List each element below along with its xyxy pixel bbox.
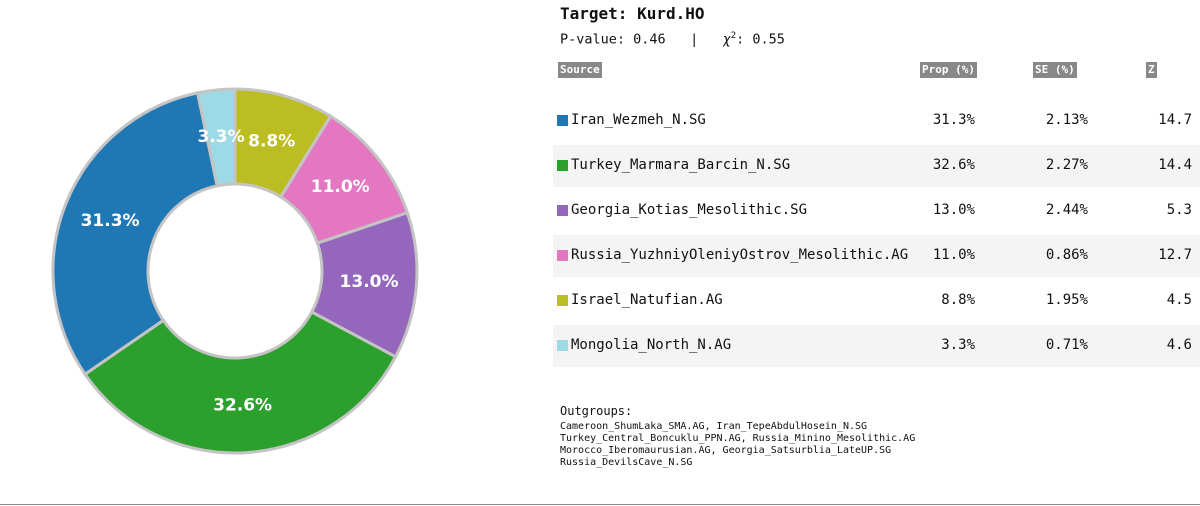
se-value: 2.13% bbox=[1045, 112, 1088, 128]
header-se: SE (%) bbox=[1033, 62, 1077, 78]
source-name: Mongolia_North_N.AG bbox=[571, 337, 732, 353]
bottom-divider bbox=[0, 504, 1200, 505]
donut-slice bbox=[233, 87, 333, 200]
prop-value: 3.3% bbox=[941, 337, 975, 353]
z-value: 5.3 bbox=[1166, 202, 1192, 218]
se-value: 0.86% bbox=[1045, 247, 1088, 263]
fit-statistics: P-value: 0.46 | χ2: 0.55 bbox=[560, 31, 785, 48]
donut-slice bbox=[83, 309, 398, 455]
source-name: Iran_Wezmeh_N.SG bbox=[571, 112, 706, 128]
slice-label: 32.6% bbox=[213, 395, 272, 415]
target-title: Target: Kurd.HO bbox=[560, 4, 705, 23]
outgroup-line: Cameroon_ShumLaka_SMA.AG, Iran_TepeAbdul… bbox=[560, 421, 868, 432]
donut-chart: 3.3% 31.3% 32.6% 13.0% 11.0% 8.8% bbox=[51, 87, 419, 455]
stats-separator: | bbox=[690, 31, 699, 48]
table-row: Russia_YuzhniyOleniyOstrov_Mesolithic.AG… bbox=[553, 235, 1200, 277]
legend-swatch bbox=[557, 295, 568, 306]
slice-label: 8.8% bbox=[248, 132, 295, 152]
slice-label: 11.0% bbox=[311, 177, 370, 197]
source-name: Israel_Natufian.AG bbox=[571, 292, 723, 308]
se-value: 1.95% bbox=[1045, 292, 1088, 308]
table-row: Mongolia_North_N.AG 3.3% 0.71% 4.6 bbox=[553, 325, 1200, 367]
chisq-superscript: 2 bbox=[730, 31, 737, 41]
z-value: 12.7 bbox=[1158, 247, 1192, 263]
slice-label: 31.3% bbox=[81, 211, 140, 231]
legend-swatch bbox=[557, 115, 568, 126]
prop-value: 11.0% bbox=[932, 247, 975, 263]
legend-swatch bbox=[557, 340, 568, 351]
outgroup-line: Russia_DevilsCave_N.SG bbox=[560, 457, 693, 468]
se-value: 0.71% bbox=[1045, 337, 1088, 353]
legend-swatch bbox=[557, 205, 568, 216]
header-z: Z bbox=[1146, 62, 1157, 78]
pvalue-text: P-value: 0.46 bbox=[560, 31, 666, 48]
prop-value: 31.3% bbox=[932, 112, 975, 128]
z-value: 4.5 bbox=[1166, 292, 1192, 308]
header-prop: Prop (%) bbox=[920, 62, 977, 78]
source-name: Turkey_Marmara_Barcin_N.SG bbox=[571, 157, 791, 173]
se-value: 2.44% bbox=[1045, 202, 1088, 218]
slice-label: 3.3% bbox=[198, 127, 245, 147]
outgroup-line: Turkey_Central_Boncuklu_PPN.AG, Russia_M… bbox=[560, 433, 916, 444]
table-row: Iran_Wezmeh_N.SG 31.3% 2.13% 14.7 bbox=[553, 100, 1200, 142]
outgroups-label: Outgroups: bbox=[560, 404, 633, 418]
legend-swatch bbox=[557, 250, 568, 261]
source-name: Russia_YuzhniyOleniyOstrov_Mesolithic.AG bbox=[571, 247, 909, 263]
z-value: 4.6 bbox=[1166, 337, 1192, 353]
outgroups-list: Cameroon_ShumLaka_SMA.AG, Iran_TepeAbdul… bbox=[560, 421, 915, 469]
table-row: Georgia_Kotias_Mesolithic.SG 13.0% 2.44%… bbox=[553, 190, 1200, 232]
prop-value: 32.6% bbox=[932, 157, 975, 173]
prop-value: 13.0% bbox=[932, 202, 975, 218]
chisq-value: : 0.55 bbox=[736, 31, 785, 48]
table-row: Israel_Natufian.AG 8.8% 1.95% 4.5 bbox=[553, 280, 1200, 322]
table-row: Turkey_Marmara_Barcin_N.SG 32.6% 2.27% 1… bbox=[553, 145, 1200, 187]
z-value: 14.4 bbox=[1158, 157, 1192, 173]
chisq-symbol: χ bbox=[722, 31, 731, 48]
header-source: Source bbox=[558, 62, 602, 78]
se-value: 2.27% bbox=[1045, 157, 1088, 173]
z-value: 14.7 bbox=[1158, 112, 1192, 128]
source-name: Georgia_Kotias_Mesolithic.SG bbox=[571, 202, 808, 218]
outgroup-line: Morocco_Iberomaurusian.AG, Georgia_Satsu… bbox=[560, 445, 892, 456]
donut-slice bbox=[51, 91, 219, 377]
slice-label: 13.0% bbox=[340, 272, 399, 292]
legend-swatch bbox=[557, 160, 568, 171]
prop-value: 8.8% bbox=[941, 292, 975, 308]
